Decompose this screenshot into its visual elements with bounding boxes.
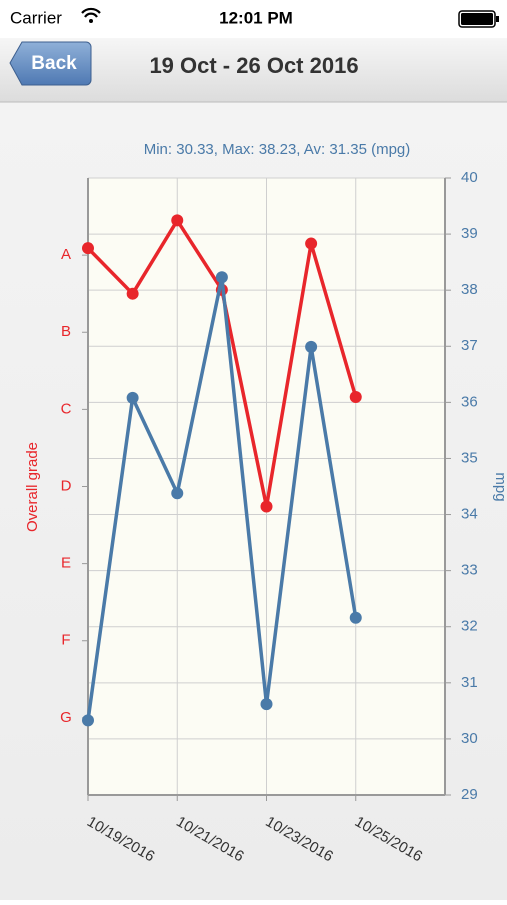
y2-tick-label: 35 [461,449,478,466]
data-point [126,287,139,300]
y2-tick-label: 29 [461,786,478,803]
data-point [260,698,273,711]
data-point [171,487,184,500]
y2-tick-label: 32 [461,618,478,635]
data-point [126,391,139,404]
back-label[interactable]: Back [31,53,77,74]
y2-tick-label: 39 [461,225,478,242]
y2-tick-label: 37 [461,337,478,354]
clock: 12:01 PM [219,8,293,27]
carrier: Carrier [10,8,62,27]
y2-axis-label: mpg [492,472,507,501]
battery-tip [496,16,499,22]
y2-tick-label: 34 [461,506,478,523]
data-point [171,214,184,227]
data-point [305,237,318,250]
nav-title: 19 Oct - 26 Oct 2016 [149,53,358,78]
battery-level [461,13,493,25]
data-point [305,340,318,353]
y-tick-label: E [61,555,71,572]
y2-tick-label: 31 [461,674,478,691]
y2-tick-label: 40 [461,169,478,186]
data-point [82,242,94,255]
wifi-icon [81,7,101,18]
y2-tick-label: 36 [461,393,478,410]
status-bar [0,0,507,38]
battery [458,10,496,28]
y2-tick-label: 30 [461,730,478,747]
y2-tick-label: 38 [461,281,478,298]
y-tick-label: A [61,246,71,263]
y-tick-label: F [61,632,70,649]
data-point [82,714,94,727]
y-tick-label: G [60,709,72,726]
data-point [349,391,362,404]
y-axis-label: Overall grade [24,442,41,532]
y-tick-label: B [61,323,71,340]
chart-title: Min: 30.33, Max: 38.23, Av: 31.35 (mpg) [144,141,411,158]
y-tick-label: C [61,400,72,417]
data-point [260,500,273,513]
wifi-dot [89,19,93,23]
back-button[interactable] [9,41,92,86]
y2-tick-label: 33 [461,562,478,579]
data-point [215,271,228,284]
y-tick-label: D [61,477,72,494]
data-point [349,611,362,624]
